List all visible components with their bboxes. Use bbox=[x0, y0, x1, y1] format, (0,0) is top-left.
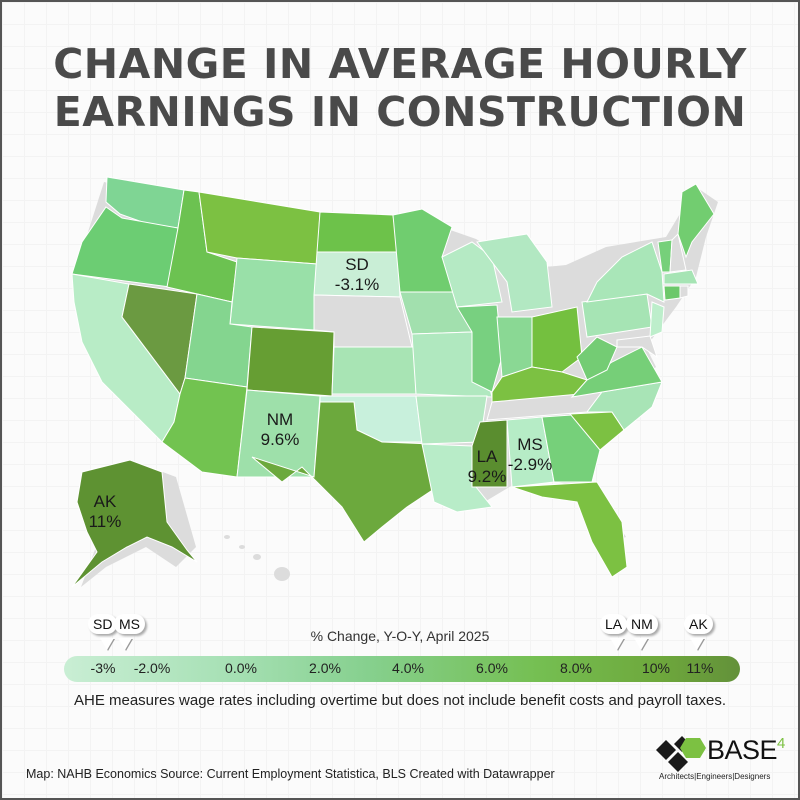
state-MA bbox=[663, 269, 699, 285]
state-MT bbox=[198, 191, 321, 265]
state-WV bbox=[576, 336, 618, 381]
logo-tagline: Architects|Engineers|Designers bbox=[659, 772, 771, 781]
state-MD bbox=[616, 335, 658, 359]
state-AK bbox=[71, 459, 198, 588]
state-MS bbox=[471, 419, 508, 488]
label-ak-state: AK bbox=[94, 492, 117, 511]
legend-tick: 4.0% bbox=[392, 660, 424, 676]
marker-pin-icon bbox=[100, 638, 114, 650]
state-HI bbox=[224, 535, 290, 581]
us-choropleth-map: SD -3.1% NM 9.6% LA 9.2% MS -2.9% AK 11% bbox=[71, 176, 718, 588]
label-nm-state: NM bbox=[267, 410, 293, 429]
label-la-state: LA bbox=[477, 447, 498, 466]
legend-tick: 0.0% bbox=[225, 660, 257, 676]
state-FL bbox=[511, 481, 628, 578]
legend-tick: -3% bbox=[90, 660, 116, 676]
logo-superscript: 4 bbox=[777, 735, 785, 752]
title-line-2: EARNINGS IN CONSTRUCTION bbox=[53, 88, 747, 136]
state-GA bbox=[541, 414, 601, 483]
legend-marker-ms: MS bbox=[114, 614, 145, 634]
legend-color-bar bbox=[64, 656, 740, 682]
state-OH bbox=[531, 306, 583, 373]
legend-tick: 6.0% bbox=[476, 660, 508, 676]
label-sd-state: SD bbox=[345, 255, 369, 274]
label-ms-value: -2.9% bbox=[508, 455, 552, 474]
label-ak-value: 11% bbox=[89, 512, 122, 531]
legend-tick: 11% bbox=[686, 660, 714, 676]
legend-marker-la: LA bbox=[600, 614, 628, 634]
base4-logo-icon bbox=[656, 736, 706, 772]
title-line-1: CHANGE IN AVERAGE HOURLY bbox=[53, 40, 747, 88]
legend-title: % Change, Y-O-Y, April 2025 bbox=[310, 628, 490, 644]
legend-tick: -2.0% bbox=[133, 660, 171, 676]
state-NY bbox=[586, 241, 665, 303]
page-title: CHANGE IN AVERAGE HOURLY EARNINGS IN CON… bbox=[2, 40, 798, 136]
logo-name: BASE4 bbox=[707, 735, 785, 766]
state-NH bbox=[669, 233, 687, 273]
label-la-value: 9.2% bbox=[468, 467, 507, 486]
state-TX bbox=[251, 401, 438, 543]
state-KS bbox=[331, 346, 417, 395]
state-CO bbox=[246, 326, 335, 397]
state-IN bbox=[496, 316, 533, 378]
logo-wordmark: BASE bbox=[707, 735, 778, 765]
marker-pin-icon bbox=[610, 638, 624, 650]
label-nm-value: 9.6% bbox=[261, 430, 300, 449]
state-CT bbox=[663, 285, 681, 301]
marker-pin-icon bbox=[118, 638, 132, 650]
marker-pin-icon bbox=[634, 638, 648, 650]
label-ms-state: MS bbox=[517, 435, 543, 454]
state-ME bbox=[677, 183, 715, 259]
marker-pin-icon bbox=[690, 638, 704, 650]
legend-tick: 2.0% bbox=[309, 660, 341, 676]
label-sd-value: -3.1% bbox=[335, 275, 379, 294]
state-WY bbox=[229, 257, 318, 331]
state-MI bbox=[476, 233, 553, 313]
legend-marker-nm: NM bbox=[626, 614, 658, 634]
footnote: AHE measures wage rates including overti… bbox=[73, 692, 727, 709]
state-NJ bbox=[649, 301, 665, 338]
source-credit: Map: NAHB Economics Source: Current Empl… bbox=[26, 767, 555, 781]
legend-tick: 8.0% bbox=[560, 660, 592, 676]
state-ND bbox=[316, 211, 399, 253]
legend-marker-sd: SD bbox=[88, 614, 118, 634]
state-RI bbox=[679, 285, 689, 299]
legend-marker-ak: AK bbox=[684, 614, 713, 634]
state-WI bbox=[441, 241, 503, 308]
legend-tick: 10% bbox=[641, 660, 671, 676]
